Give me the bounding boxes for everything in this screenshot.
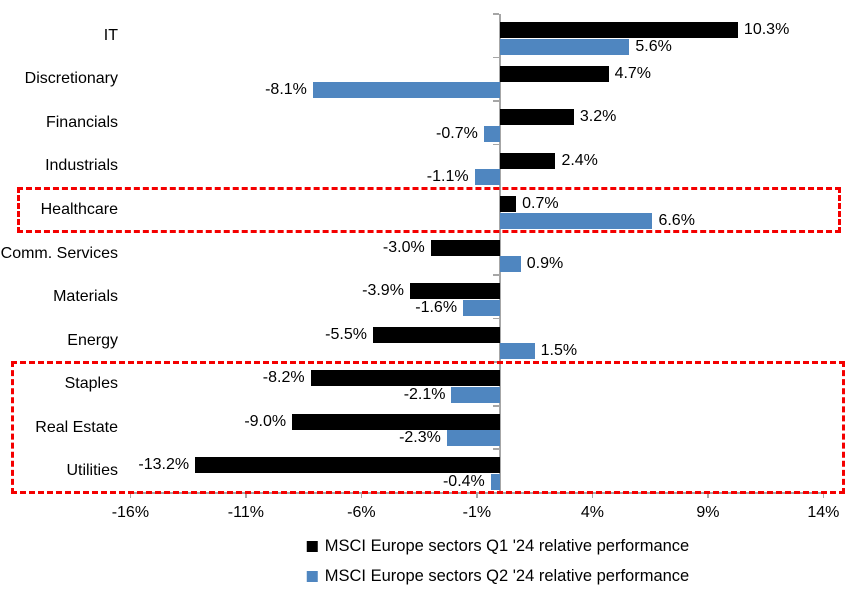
bar-q2 <box>500 256 521 273</box>
legend-item-q2: MSCI Europe sectors Q2 '24 relative perf… <box>306 566 690 587</box>
value-label: 3.2% <box>579 108 617 126</box>
bar-q1 <box>500 152 556 169</box>
category-label: Staples <box>64 375 118 393</box>
x-axis-tick <box>476 493 478 498</box>
legend-swatch-q1-icon <box>306 541 318 552</box>
bar-q2 <box>451 386 500 403</box>
value-label: -3.0% <box>382 238 425 256</box>
bar-q1 <box>500 196 517 213</box>
category-label: Healthcare <box>40 200 118 218</box>
bar-q2 <box>312 82 500 99</box>
x-axis-tick <box>707 493 709 498</box>
bar-q1 <box>195 457 500 474</box>
category-label: Energy <box>67 331 118 349</box>
x-axis-tick <box>360 493 363 498</box>
bar-q2 <box>446 430 500 447</box>
x-axis-tick-label: 14% <box>807 504 840 521</box>
value-label: 10.3% <box>743 21 790 38</box>
category-axis-tick <box>493 13 499 15</box>
category-axis-tick <box>493 100 499 102</box>
value-label: 2.4% <box>561 151 598 169</box>
category-label: Real Estate <box>35 418 118 436</box>
legend-item-q1: MSCI Europe sectors Q1 '24 relative perf… <box>306 536 690 557</box>
bar-q1 <box>292 413 500 430</box>
x-axis-tick <box>822 493 825 498</box>
bar-q2 <box>474 169 500 186</box>
value-label: 6.6% <box>658 211 695 229</box>
category-label: Utilities <box>66 462 118 480</box>
value-label: 0.7% <box>522 195 559 213</box>
bar-q2 <box>483 125 500 142</box>
category-axis-tick <box>493 404 499 407</box>
value-label: -1.1% <box>426 168 469 186</box>
category-axis-tick <box>493 230 499 233</box>
category-axis-tick <box>493 448 499 451</box>
category-axis-tick <box>493 143 499 146</box>
category-label: Discretionary <box>24 70 118 88</box>
bar-q1 <box>310 370 500 387</box>
category-axis-tick <box>493 56 499 59</box>
category-label: Industrials <box>45 157 118 175</box>
x-axis-tick-label: -11% <box>227 504 264 521</box>
category-label: Financials <box>45 113 118 131</box>
category-axis-tick <box>493 274 499 276</box>
bar-q2 <box>500 212 653 229</box>
value-label: -0.4% <box>442 472 485 490</box>
bar-q1 <box>500 109 574 126</box>
category-label: Materials <box>53 288 118 306</box>
value-label: -8.2% <box>262 369 305 387</box>
x-axis-tick-label: -6% <box>347 504 376 521</box>
value-label: 0.9% <box>526 255 564 273</box>
value-label: -8.1% <box>265 81 307 99</box>
value-label: -2.3% <box>399 429 441 447</box>
x-axis-tick-label: 4% <box>580 504 604 521</box>
bar-q1 <box>430 239 500 256</box>
category-axis-tick <box>493 187 499 189</box>
value-label: -2.1% <box>403 385 446 403</box>
bar-q1 <box>409 283 500 300</box>
legend-label-q2: MSCI Europe sectors Q2 '24 relative perf… <box>324 567 690 585</box>
value-label: 4.7% <box>614 64 652 82</box>
bar-q2 <box>490 473 500 490</box>
healthcare-highlight <box>17 187 841 233</box>
value-label: -0.7% <box>436 124 478 142</box>
bar-q1 <box>500 22 738 38</box>
category-axis-tick <box>493 361 499 363</box>
legend-swatch-q2-icon <box>306 571 318 582</box>
legend: MSCI Europe sectors Q1 '24 relative perf… <box>306 536 690 587</box>
bar-q2 <box>500 343 535 360</box>
x-axis-tick <box>591 493 594 498</box>
value-label: -5.5% <box>325 325 367 343</box>
value-label: -3.9% <box>362 282 404 300</box>
value-label: -13.2% <box>138 456 190 474</box>
bar-q1 <box>372 326 500 343</box>
x-axis-tick-label: -1% <box>462 504 492 521</box>
value-label: -9.0% <box>244 412 287 430</box>
x-axis-tick-label: -16% <box>111 504 150 521</box>
bar-q1 <box>500 65 609 82</box>
value-label: 5.6% <box>635 37 672 55</box>
x-axis-tick <box>245 493 247 498</box>
category-label: Comm. Services <box>0 244 118 262</box>
legend-label-q1: MSCI Europe sectors Q1 '24 relative perf… <box>324 537 690 555</box>
x-axis-tick <box>129 493 132 498</box>
bar-q2 <box>463 299 500 316</box>
category-label: IT <box>103 26 118 44</box>
bar-q2 <box>500 38 630 55</box>
value-label: -1.6% <box>415 298 458 316</box>
x-axis-tick-label: 9% <box>696 504 720 521</box>
value-label: 1.5% <box>540 342 578 360</box>
category-axis-tick <box>493 317 499 320</box>
value-axis-line <box>499 14 501 493</box>
